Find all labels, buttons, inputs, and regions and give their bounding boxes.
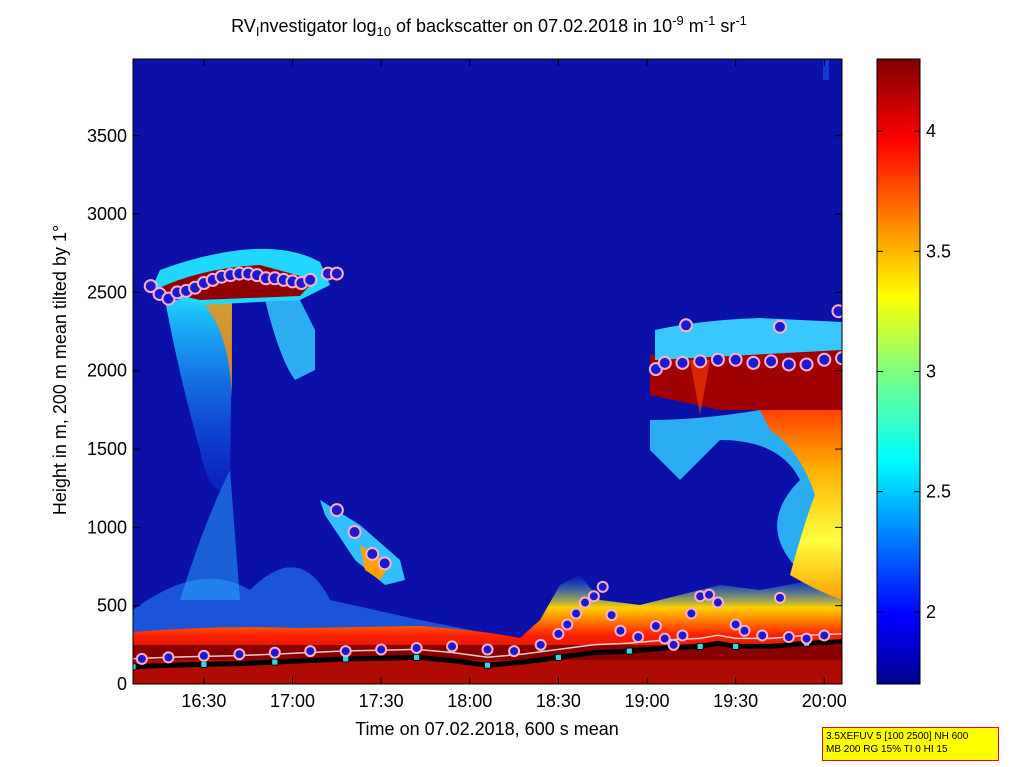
- x-tick-label: 19:00: [625, 691, 670, 711]
- bl-marker: [818, 629, 831, 642]
- colorbar-tick-label: 3: [926, 362, 936, 382]
- cloud-marker: [772, 319, 787, 334]
- chart-title: RVInvestigator log10 of backscatter on 0…: [231, 13, 747, 39]
- cloud-marker: [377, 556, 392, 571]
- x-tick-label: 17:00: [270, 691, 315, 711]
- y-tick-label: 1500: [87, 439, 127, 459]
- cloud-marker: [657, 355, 672, 370]
- cloud-marker: [365, 546, 380, 561]
- info-line-2: MB 200 RG 15% TI 0 HI 15: [826, 744, 948, 755]
- cloud-marker: [710, 352, 725, 367]
- boundary-square-marker: [732, 643, 740, 650]
- cloud-marker: [835, 351, 842, 366]
- cloud-marker: [329, 266, 344, 281]
- bl-marker: [481, 643, 494, 656]
- bl-marker: [304, 645, 317, 658]
- cloud-marker: [799, 357, 814, 372]
- colorbar-tick-label: 4: [926, 121, 936, 141]
- bl-marker: [339, 645, 352, 658]
- bl-marker: [649, 620, 662, 633]
- cloud-marker: [143, 279, 158, 294]
- y-tick-label: 500: [97, 596, 127, 616]
- y-tick-label: 2000: [87, 361, 127, 381]
- boundary-square-marker: [413, 653, 421, 661]
- cloud-marker: [347, 525, 362, 540]
- bl-marker: [375, 643, 388, 656]
- x-tick-label: 17:30: [359, 691, 404, 711]
- cloud-marker: [781, 357, 796, 372]
- bl-marker: [756, 629, 769, 642]
- bl-marker: [773, 591, 786, 604]
- bl-marker: [596, 580, 609, 593]
- bl-marker: [658, 632, 671, 645]
- bl-marker: [685, 607, 698, 620]
- bl-marker: [632, 631, 645, 644]
- cloud-marker: [679, 318, 694, 333]
- colorbar-tick-label: 3.5: [926, 241, 951, 261]
- bl-marker: [587, 590, 600, 603]
- cloud-marker: [693, 354, 708, 369]
- bl-marker: [268, 646, 281, 659]
- boundary-square-marker: [484, 661, 491, 669]
- plume-region: [165, 300, 232, 492]
- bl-marker: [446, 640, 459, 653]
- bl-marker: [711, 596, 724, 609]
- bl-marker: [676, 629, 689, 642]
- bl-marker: [197, 649, 210, 662]
- cloud-marker: [831, 304, 842, 319]
- bl-marker: [162, 651, 175, 664]
- bl-marker: [135, 652, 148, 665]
- info-line-1: 3.5XEFUV 5 [100 2500] NH 600: [826, 731, 969, 742]
- y-axis-label: Height in m, 200 m mean tilted by 1°: [50, 225, 70, 515]
- plot-frame: [132, 58, 843, 685]
- bl-marker: [703, 588, 716, 601]
- bl-marker: [233, 648, 246, 661]
- cloud-marker: [764, 354, 779, 369]
- colorbar-tick-label: 2: [926, 602, 936, 622]
- bl-marker: [738, 624, 751, 637]
- boundary-square-marker: [625, 647, 633, 655]
- x-tick-label: 16:30: [181, 691, 226, 711]
- bl-marker: [410, 641, 423, 654]
- boundary-white-line: [133, 632, 842, 660]
- boundary-square-marker: [555, 653, 562, 661]
- y-tick-label: 0: [117, 674, 127, 694]
- y-tick-label: 1000: [87, 517, 127, 537]
- y-tick-label: 3500: [87, 126, 127, 146]
- boundary-square-marker: [200, 661, 208, 668]
- boundary-square-marker: [271, 658, 279, 666]
- cloud-marker: [817, 352, 832, 367]
- bl-marker: [614, 624, 627, 637]
- bl-marker: [667, 638, 680, 651]
- x-tick-label: 18:00: [447, 691, 492, 711]
- x-axis-label: Time on 07.02.2018, 600 s mean: [355, 719, 619, 739]
- colorbar-tick-label: 2.5: [926, 482, 951, 502]
- cloud-marker: [329, 503, 344, 518]
- y-tick-label: 2500: [87, 282, 127, 302]
- cloud-marker: [675, 355, 690, 370]
- bl-marker: [552, 627, 565, 640]
- bl-marker: [570, 607, 583, 620]
- bl-marker: [578, 596, 591, 609]
- cloud-marker: [303, 272, 318, 287]
- bl-marker: [508, 645, 521, 658]
- bl-marker: [782, 631, 795, 644]
- colorbar: [876, 58, 921, 685]
- boundary-square-marker: [696, 643, 704, 650]
- bl-marker: [605, 609, 618, 622]
- x-tick-label: 18:30: [536, 691, 581, 711]
- bl-marker: [534, 638, 547, 651]
- boundary-square-marker: [133, 663, 137, 671]
- cloud-marker: [728, 352, 743, 367]
- bl-marker: [729, 618, 742, 631]
- y-tick-label: 3000: [87, 204, 127, 224]
- cloud-marker: [746, 355, 761, 370]
- info-box: 3.5XEFUV 5 [100 2500] NH 600 MB 200 RG 1…: [822, 727, 999, 761]
- x-tick-label: 20:00: [802, 691, 847, 711]
- boundary-layer-line: [133, 639, 842, 670]
- bl-marker: [800, 632, 813, 645]
- x-tick-label: 19:30: [713, 691, 758, 711]
- bl-marker: [561, 618, 574, 631]
